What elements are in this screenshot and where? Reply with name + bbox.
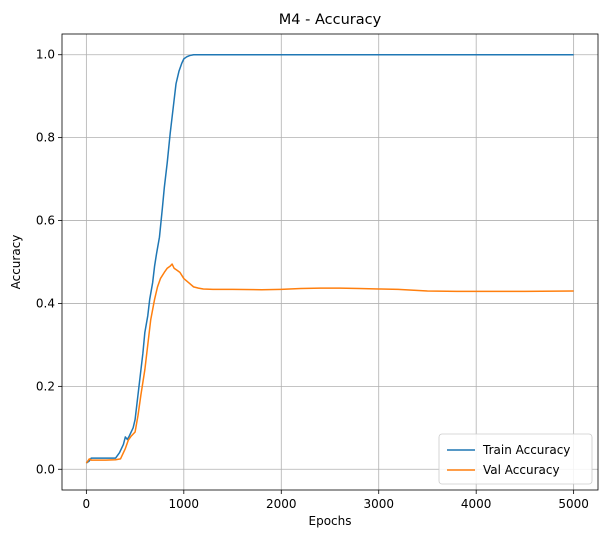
chart-title: M4 - Accuracy bbox=[279, 12, 382, 28]
y-tick-label: 0.6 bbox=[36, 214, 55, 228]
x-axis-ticks: 0 1000 2000 3000 4000 5000 bbox=[83, 490, 589, 511]
y-axis-label: Accuracy bbox=[9, 235, 23, 290]
y-tick-label: 0.8 bbox=[36, 131, 55, 145]
x-tick-label: 3000 bbox=[363, 497, 394, 511]
legend-label: Train Accuracy bbox=[482, 443, 570, 457]
legend-box bbox=[438, 433, 593, 485]
x-tick-label: 1000 bbox=[169, 497, 200, 511]
y-tick-label: 0.2 bbox=[36, 379, 55, 393]
x-tick-label: 2000 bbox=[266, 497, 297, 511]
x-tick-label: 4000 bbox=[461, 497, 492, 511]
legend: Train Accuracy Val Accuracy bbox=[438, 433, 593, 485]
x-tick-label: 5000 bbox=[558, 497, 589, 511]
x-axis-label: Epochs bbox=[309, 514, 352, 528]
series-lines bbox=[85, 53, 574, 464]
y-tick-label: 1.0 bbox=[36, 48, 55, 62]
y-tick-label: 0.0 bbox=[36, 462, 55, 476]
series-line-1 bbox=[85, 263, 574, 464]
grid-lines bbox=[62, 34, 598, 490]
y-axis-ticks: 0.0 0.2 0.4 0.6 0.8 1.0 bbox=[36, 48, 62, 476]
series-line-0 bbox=[85, 53, 574, 464]
legend-label: Val Accuracy bbox=[483, 463, 560, 477]
y-tick-label: 0.4 bbox=[36, 296, 55, 310]
plot-frame bbox=[61, 33, 599, 491]
x-tick-label: 0 bbox=[83, 497, 91, 511]
